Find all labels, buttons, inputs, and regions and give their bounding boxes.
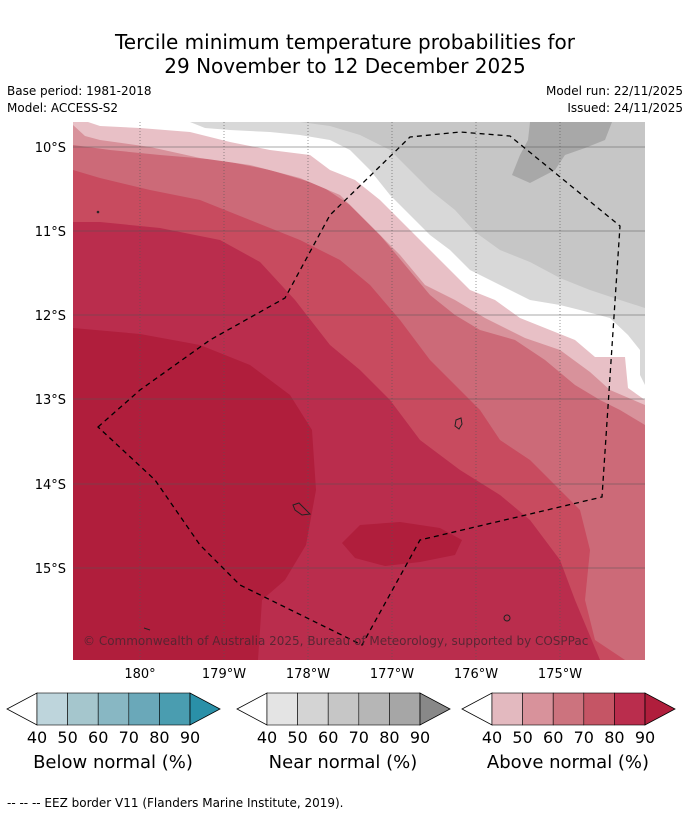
legend-color-box [266,692,298,726]
legend-color-box [97,692,130,726]
legend-tick-label: 80 [379,728,399,747]
lat-label: 10°S [35,141,66,156]
legend-min-arrow [461,692,493,726]
legend-tick-label: 50 [512,728,532,747]
legend-color-box [583,692,615,726]
legend-max-arrow [644,692,676,726]
legend-tick-label: 40 [257,728,277,747]
island-small-3 [96,210,100,214]
legend-tick-label: 70 [349,728,369,747]
legend-tick-label: 60 [88,728,108,747]
legend-tick-label: 90 [635,728,655,747]
map-title: Tercile minimum temperature probabilitie… [0,30,690,78]
legend-max-arrow [189,692,221,726]
legend-color-box [297,692,329,726]
map-figure: 10°S 11°S 12°S 13°S 14°S 15°S 180° 179°W… [35,122,645,682]
legend-max-arrow [419,692,451,726]
legend-color-box [128,692,160,726]
legend-tick-label: 60 [318,728,338,747]
lon-labels: 180° 179°W 178°W 177°W 176°W 175°W [124,667,582,682]
legend-color-box [327,692,360,726]
legend-tick-label: 70 [119,728,139,747]
legend-color-box [491,692,523,726]
base-period: Base period: 1981-2018 [7,84,152,98]
island-wallis [454,417,463,430]
probability-field [73,122,645,660]
legend-color-box [614,692,646,726]
model-run: Model run: 22/11/2025 [545,84,683,98]
legend-tick-label: 60 [543,728,563,747]
islands [96,210,511,631]
lon-label: 178°W [286,667,330,682]
legend-color-box [36,692,68,726]
copyright-notice: © Commonwealth of Australia 2025, Bureau… [83,634,588,648]
legend-title-near: Near normal (%) [268,752,418,773]
island-futuna [292,502,312,516]
legend-color-box [358,692,390,726]
title-line-1: Tercile minimum temperature probabilitie… [114,30,576,54]
island-small-1 [503,614,511,622]
meta-right: Model run: 22/11/2025 Issued: 24/11/2025 [546,83,683,117]
legend-tick-label: 80 [604,728,624,747]
island-small-2 [143,627,151,631]
legend-color-box [159,692,191,726]
legend-tick-label: 40 [27,728,47,747]
lon-label: 179°W [202,667,246,682]
legend-min-arrow [6,692,38,726]
legend-color-box [552,692,585,726]
lat-label: 14°S [35,478,66,493]
lat-label: 11°S [35,225,66,240]
lat-labels: 10°S 11°S 12°S 13°S 14°S 15°S [35,141,66,577]
lat-label: 15°S [35,562,66,577]
legend-color-box [522,692,554,726]
lon-label: 180° [124,667,155,682]
lon-label: 177°W [370,667,414,682]
legend-color-box [67,692,99,726]
lat-label: 13°S [35,393,66,408]
legend-title-above: Above normal (%) [486,752,650,773]
legend-tick-label: 90 [180,728,200,747]
legend-tick-label: 70 [574,728,594,747]
meta-left: Base period: 1981-2018 Model: ACCESS-S2 [7,83,152,117]
gridlines [73,122,645,660]
zone-above-90-blob [342,522,462,566]
eez-border [97,131,621,646]
zone-above-90 [73,328,316,660]
lon-label: 176°W [454,667,498,682]
legend-tick-label: 80 [149,728,169,747]
legend-tick-label: 50 [57,728,77,747]
legend-tick-label: 90 [410,728,430,747]
eez-footnote: -- -- -- EEZ border V11 (Flanders Marine… [7,796,344,810]
legend-tick-label: 50 [287,728,307,747]
legend-colorbars: 40 50 60 70 80 90 40 50 60 70 80 90 40 50 60 70 80 90 [6,692,676,747]
title-line-2: 29 November to 12 December 2025 [164,54,526,78]
legend-tick-label: 40 [482,728,502,747]
model-name: Model: ACCESS-S2 [7,101,119,115]
zone-near-60 [512,122,612,183]
issued-date: Issued: 24/11/2025 [567,101,683,115]
legend-color-box [389,692,421,726]
legend-title-below: Below normal (%) [33,752,193,773]
lon-label: 175°W [538,667,582,682]
zone-near-50 [300,122,645,308]
legend-min-arrow [236,692,268,726]
lat-label: 12°S [35,309,66,324]
